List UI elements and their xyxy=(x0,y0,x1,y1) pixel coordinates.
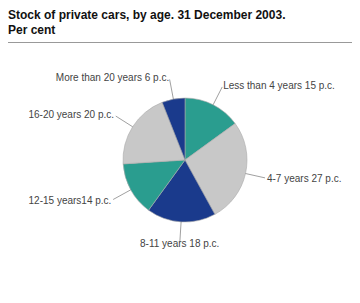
svg-text:16-20 years 20 p.c.: 16-20 years 20 p.c. xyxy=(28,109,114,120)
html-text:Per cent: Per cent xyxy=(8,23,56,37)
svg-text:More than 20 years 6 p.c.: More than 20 years 6 p.c. xyxy=(56,72,169,83)
svg-text:Less than 4 years 15 p.c.: Less than 4 years 15 p.c. xyxy=(223,80,335,91)
svg-text:8-11 years 18 p.c.: 8-11 years 18 p.c. xyxy=(140,238,219,249)
svg-text:12-15 years14 p.c.: 12-15 years14 p.c. xyxy=(29,195,112,206)
html-text:Stock of private cars, by age.: Stock of private cars, by age. 31 Decemb… xyxy=(8,8,286,22)
svg-text:4-7 years 27 p.c.: 4-7 years 27 p.c. xyxy=(267,173,341,184)
